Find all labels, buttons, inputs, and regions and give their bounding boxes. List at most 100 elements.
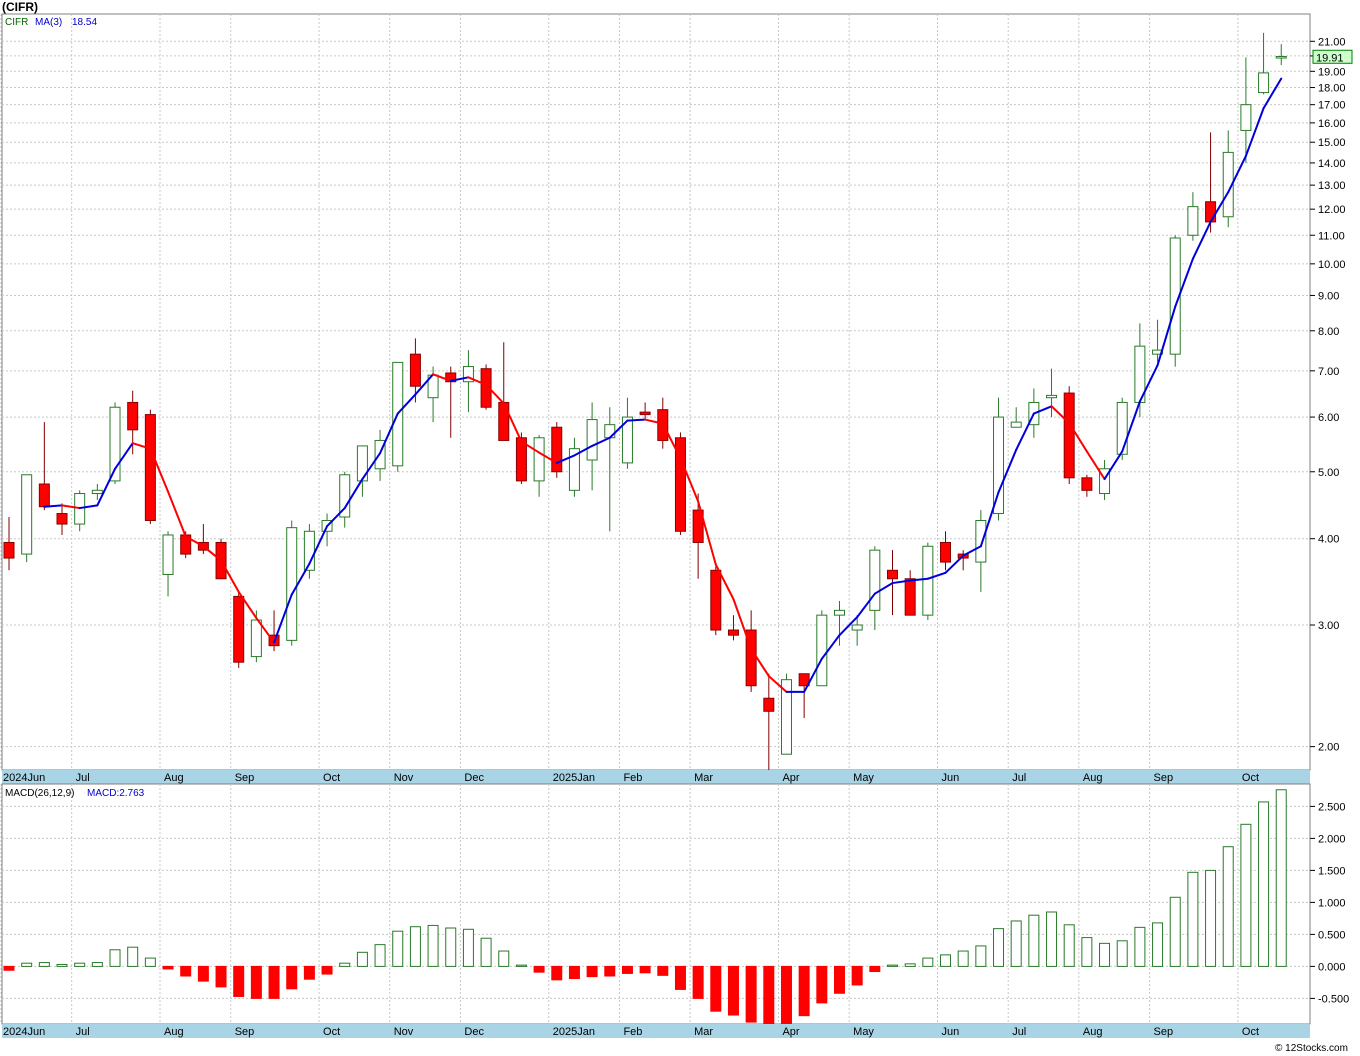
- price-tick-label: 5.00: [1318, 467, 1339, 479]
- ma-segment: [1103, 450, 1124, 481]
- price-legend: CIFR MA(3) 18.54: [5, 17, 97, 28]
- ma-segment: [608, 419, 629, 439]
- month-label: 2025Jan: [553, 1026, 595, 1038]
- ma-segment: [414, 373, 435, 396]
- macd-bar: [816, 965, 828, 1004]
- month-label: Jun: [942, 1026, 960, 1038]
- month-label: Jun: [942, 772, 960, 784]
- candle-body: [1046, 394, 1058, 399]
- ma-segment: [61, 504, 81, 510]
- macd-bar: [780, 965, 792, 1026]
- macd-bar: [1169, 896, 1181, 967]
- ma-segment: [1156, 305, 1177, 367]
- chart-title: (CIFR): [2, 0, 38, 14]
- moving-average-line: [43, 77, 1283, 693]
- macd-bar: [1187, 871, 1199, 967]
- month-label: Sep: [235, 1026, 255, 1038]
- month-label: Sep: [1154, 772, 1174, 784]
- price-tick-label: 17.00: [1318, 100, 1346, 112]
- month-label: Apr: [782, 772, 799, 784]
- macd-bar: [268, 965, 280, 999]
- macd-bar: [339, 962, 351, 967]
- ma-segment: [538, 451, 558, 464]
- month-label: 2025Jan: [553, 772, 595, 784]
- month-label: Nov: [394, 772, 414, 784]
- macd-bar: [91, 962, 103, 967]
- month-label: Aug: [164, 772, 184, 784]
- candle-body: [551, 426, 563, 473]
- ma-segment: [131, 442, 152, 450]
- candle-body: [816, 614, 828, 687]
- ma-segment: [909, 577, 929, 582]
- candle-body: [692, 509, 704, 543]
- macd-bar: [1152, 922, 1164, 967]
- candle-body: [56, 513, 68, 525]
- month-label: 2024Jun: [3, 1026, 45, 1038]
- ma-segment: [167, 490, 187, 538]
- candle-body: [1169, 237, 1181, 355]
- price-tick-label: 14.00: [1318, 158, 1346, 170]
- ma-segment: [661, 422, 682, 460]
- macd-bar: [692, 965, 704, 999]
- ma-segment: [962, 545, 982, 557]
- month-label: Jul: [1012, 1026, 1026, 1038]
- macd-bar: [851, 965, 863, 986]
- macd-bar: [727, 965, 739, 1016]
- macd-bar: [197, 965, 209, 982]
- ma-segment: [1085, 450, 1106, 481]
- ma-segment: [114, 442, 134, 470]
- price-tick-label: 10.00: [1318, 259, 1346, 271]
- macd-bar: [568, 965, 580, 980]
- ma-segment: [43, 504, 64, 508]
- last-price-marker: 19.91: [1312, 49, 1353, 64]
- ma-segment: [220, 559, 240, 593]
- month-label: Oct: [323, 772, 340, 784]
- macd-bar: [498, 950, 510, 967]
- legend-ma-value: 18.54: [72, 17, 97, 28]
- macd-tick-label: 1.500: [1318, 865, 1346, 877]
- ma-segment: [78, 504, 99, 510]
- candle-body: [710, 569, 722, 631]
- ma-segment: [502, 402, 523, 443]
- ma-segment: [555, 454, 576, 464]
- macd-bar: [639, 965, 651, 974]
- macd-bar: [922, 957, 934, 967]
- macd-bar: [427, 924, 439, 967]
- month-label: May: [853, 1026, 874, 1038]
- candle-body: [1010, 421, 1022, 428]
- ma-segment: [149, 447, 170, 493]
- macd-histogram: [3, 789, 1287, 1026]
- candle-body: [1063, 392, 1075, 479]
- macd-bar: [374, 944, 386, 967]
- macd-month-axis: 2024Jun Jul Aug Sep Oct Nov Dec 2025Jan Feb Mar Ap…: [2, 1024, 1310, 1038]
- month-label: Feb: [623, 1026, 642, 1038]
- last-price-box: [1312, 49, 1353, 64]
- candle-body: [233, 595, 245, 663]
- candle-body: [1099, 468, 1111, 495]
- macd-bar: [710, 965, 722, 1012]
- candle-body: [38, 483, 50, 508]
- price-month-band: [2, 770, 1310, 784]
- month-label: Mar: [694, 1026, 713, 1038]
- month-label: Nov: [394, 1026, 414, 1038]
- ma-segment: [432, 373, 452, 382]
- month-label: Aug: [1083, 1026, 1103, 1038]
- ma-segment: [591, 436, 611, 447]
- candle-body: [1116, 401, 1128, 455]
- candle-body: [975, 520, 987, 563]
- macd-bar: [533, 965, 545, 973]
- price-tick-label: 18.00: [1318, 83, 1346, 95]
- ma-segment: [467, 376, 488, 386]
- ma-segment: [644, 418, 664, 425]
- candle-body: [480, 368, 492, 408]
- ma-segment: [750, 647, 770, 678]
- month-label: Dec: [464, 1026, 484, 1038]
- candle-body: [1240, 104, 1252, 131]
- price-grid: [0, 14, 1310, 770]
- price-tick-label: 9.00: [1318, 290, 1339, 302]
- month-label: Oct: [1242, 1026, 1259, 1038]
- month-label: Sep: [1154, 1026, 1174, 1038]
- ma-segment: [449, 376, 470, 382]
- macd-panel: -0.500 0.000 0.500 1.000 1.500 2.000 2.500 MAC…: [0, 783, 1349, 1026]
